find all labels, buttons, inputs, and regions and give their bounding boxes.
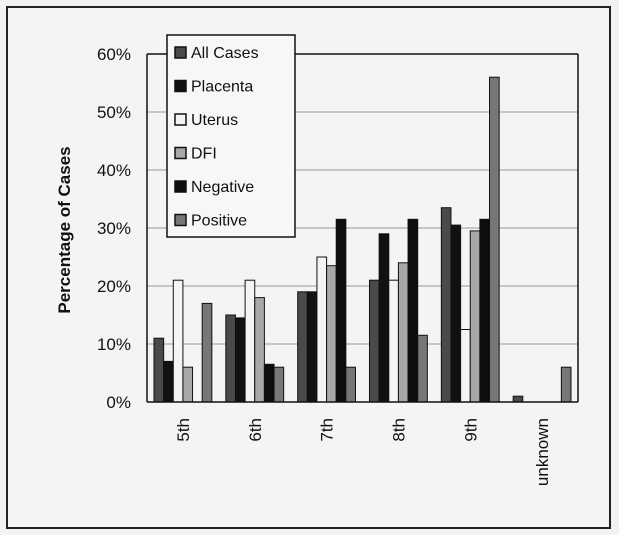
x-tick-label: 7th [318,418,337,442]
bar [172,279,184,403]
legend-label: Placenta [191,79,253,96]
legend-label: Positive [191,213,247,230]
bar [469,230,481,403]
bar [440,207,452,403]
x-tick-label: 8th [389,418,408,442]
bar [397,262,409,403]
bars [153,76,572,403]
legend-label: DFI [191,146,217,163]
bar [479,218,491,403]
bar [182,366,194,403]
x-tick-label: 9th [461,418,480,442]
bar [244,279,256,403]
legend-box [166,34,296,238]
legend-label: Negative [191,179,254,196]
legend-swatch [174,213,187,227]
legend: All Cases Placenta Uterus DFI Negative Positi… [166,34,296,238]
bar [254,297,265,403]
bar [201,302,213,403]
bar [263,363,275,403]
bar [273,366,285,403]
y-axis-label: Percentage of Cases [55,146,74,313]
x-tick-label: unknown [533,418,552,486]
legend-swatch [174,113,187,126]
x-tick-label: 5th [174,418,193,442]
bar [306,291,318,403]
bar [225,314,236,403]
bar [450,224,462,403]
y-tick-label: 40% [97,161,131,180]
legend-swatch [174,146,187,160]
y-tick-label: 60% [97,45,131,64]
bar [297,291,308,403]
y-tick-label: 50% [97,103,131,122]
bar [326,265,337,403]
bar [512,395,524,403]
legend-label: All Cases [191,45,259,62]
y-tick-label: 10% [97,335,131,354]
bar [560,366,572,403]
bar [378,233,390,403]
bar [163,360,174,403]
legend-swatch [174,46,187,59]
bar [369,279,380,403]
y-tick-label: 30% [97,219,131,238]
y-tick-labels: 0% 10% 20% 30% 40% 50% 60% [97,45,131,412]
bar [388,279,399,403]
legend-swatch [174,180,187,193]
bar [460,329,471,403]
y-tick-label: 0% [106,393,131,412]
bar [316,256,328,403]
bar [335,218,347,403]
bar [234,317,246,403]
bar [417,334,428,403]
x-tick-label: 6th [246,418,265,442]
legend-swatch [174,79,187,93]
bar [407,218,419,403]
bar [345,366,357,403]
bar [153,337,165,403]
bar [489,76,500,403]
x-tick-labels: 5th 6th 7th 8th 9th unknown [174,418,552,486]
chart-frame [6,6,611,529]
y-tick-label: 20% [97,277,131,296]
legend-label: Uterus [191,112,238,129]
